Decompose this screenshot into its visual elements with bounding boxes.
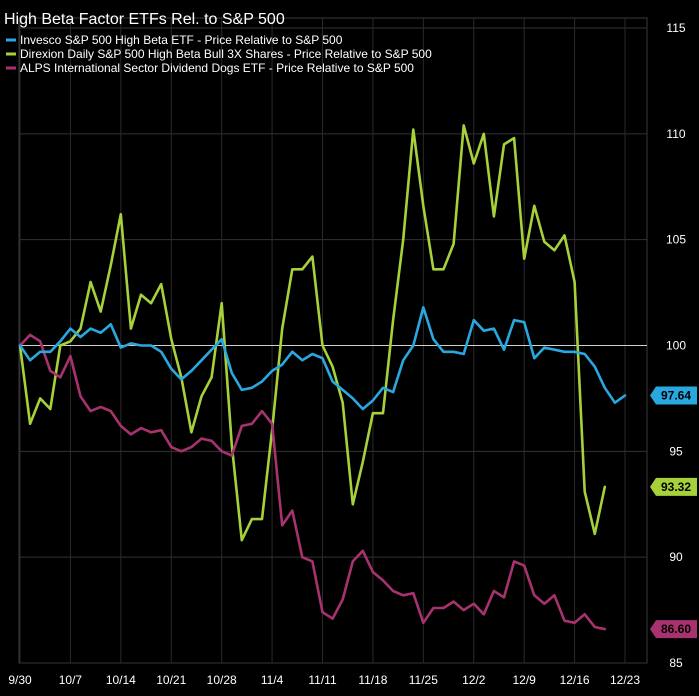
y-tick-label: 90 <box>669 550 683 564</box>
legend-label-1: Invesco S&P 500 High Beta ETF - Price Re… <box>20 33 343 47</box>
x-tick-label: 10/7 <box>59 673 83 687</box>
x-tick-label: 10/21 <box>156 673 186 687</box>
end-label-box <box>650 477 697 496</box>
series-line-1 <box>18 306 627 411</box>
y-axis-ticks: 115 110 105 100 95 90 85 <box>666 21 686 670</box>
x-tick-label: 9/30 <box>8 673 32 687</box>
y-tick-label: 95 <box>669 444 683 458</box>
y-tick-label: 105 <box>666 233 686 247</box>
series-line-2 <box>18 124 607 542</box>
end-label-value: 86.60 <box>661 622 691 636</box>
x-tick-label: 12/16 <box>560 673 590 687</box>
y-tick-label: 100 <box>666 339 686 353</box>
y-tick-label: 85 <box>669 656 683 670</box>
x-tick-label: 12/9 <box>512 673 536 687</box>
x-tick-label: 12/2 <box>462 673 486 687</box>
y-tick-label: 115 <box>666 21 685 35</box>
x-tick-label: 11/18 <box>358 673 387 687</box>
end-label-value: 93.32 <box>661 480 691 494</box>
plot-frame <box>18 17 648 664</box>
end-value-labels: 97.64 93.32 86.60 <box>650 386 697 639</box>
end-label-1: 97.64 <box>650 386 697 405</box>
x-tick-label: 11/11 <box>308 673 337 687</box>
series-line-3 <box>18 333 607 631</box>
x-tick-label: 11/25 <box>409 673 438 687</box>
legend-label-2: Direxion Daily S&P 500 High Beta Bull 3X… <box>20 47 432 61</box>
x-tick-label: 12/23 <box>610 673 640 687</box>
x-tick-label: 10/14 <box>106 673 136 687</box>
end-label-2: 93.32 <box>650 477 697 496</box>
end-label-3: 86.60 <box>650 620 697 639</box>
series-lines <box>18 124 627 631</box>
legend-label-3: ALPS International Sector Dividend Dogs … <box>20 61 414 75</box>
y-tick-label: 110 <box>666 127 685 141</box>
x-tick-label: 11/4 <box>261 673 284 687</box>
x-axis-ticks: 9/30 10/7 10/14 10/21 10/28 11/4 11/11 11/18 11/… <box>8 673 640 687</box>
x-tick-label: 10/28 <box>207 673 237 687</box>
end-label-box <box>650 620 697 639</box>
grid-lines <box>19 18 647 664</box>
end-label-box <box>650 386 697 405</box>
end-label-value: 97.64 <box>661 388 691 402</box>
chart-title: High Beta Factor ETFs Rel. to S&P 500 <box>4 11 285 28</box>
legend: Invesco S&P 500 High Beta ETF - Price Re… <box>6 33 432 75</box>
